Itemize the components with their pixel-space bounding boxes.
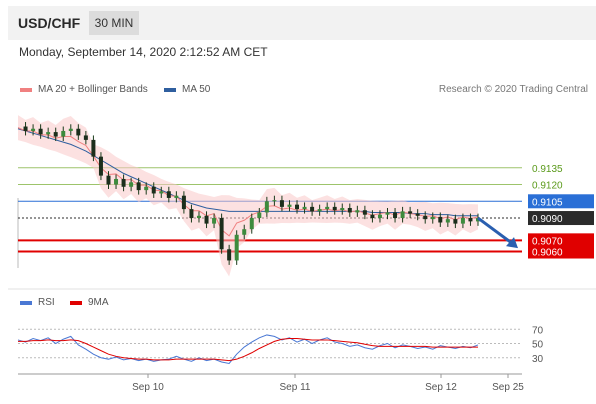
legend-9ma-label: 9MA [88,297,109,308]
candle-body [415,213,420,216]
level-label: 0.9060 [532,248,563,259]
candle-body [174,195,179,198]
candle-body [114,178,119,185]
rsi-line [17,334,479,364]
candle-body [38,128,43,135]
candle-body [31,128,36,131]
candle-body [257,212,262,219]
legend-ma20: MA 20 + Bollinger Bands [20,84,148,95]
timeframe-button[interactable]: 30 MIN [89,11,139,35]
candle-body [370,214,375,219]
level-label: 0.9070 [532,236,563,247]
level-label: 0.9135 [532,164,563,175]
candle-body [377,214,382,219]
candle-body [129,182,134,187]
candle-body [212,218,217,224]
candle-body [385,212,390,215]
candle-body [53,132,58,137]
candle-body [317,209,322,212]
candle-body [468,218,473,222]
level-tag [528,233,594,248]
candle-body [227,249,232,261]
symbol-title: USD/CHF [18,15,81,31]
x-tick-label: Sep 11 [280,382,311,393]
candle-body [121,178,126,187]
candle-body [219,218,224,250]
candle-body [106,175,111,185]
candle-body [287,204,292,207]
legend-ma50: MA 50 [164,84,210,95]
candle-body [279,200,284,207]
candle-body [430,216,435,220]
candle-body [453,219,458,224]
legend-ma20-label: MA 20 + Bollinger Bands [38,84,148,95]
rsi-level-label: 30 [532,354,544,365]
candle-body [136,182,141,191]
credit-text: Research © 2020 Trading Central [438,84,588,95]
legend-ma50-label: MA 50 [182,84,211,95]
candle-body [423,215,428,220]
candle-body [340,207,345,211]
candle-body [264,201,269,213]
candle-body [23,126,28,131]
candle-body [332,206,337,211]
level-tag [528,244,594,259]
candle-body [408,211,413,214]
level-label: 0.9090 [532,214,563,225]
candle-body [91,139,96,157]
legend-rsi-swatch [20,300,32,305]
candle-body [196,215,201,219]
level-tag [528,194,594,209]
candle-body [83,135,88,140]
candle-body [295,204,300,210]
level-label: 0.9120 [532,181,563,192]
candle-body [144,186,149,191]
rsi-level-label: 70 [532,325,544,336]
candle-body [61,130,66,137]
rsi-ma9-line [18,338,478,362]
candle-body [151,186,156,194]
forecast-arrow-head [506,237,518,249]
candle-body [159,191,164,194]
candle-body [46,132,51,135]
candle-body [181,195,186,210]
x-tick-label: Sep 25 [492,382,524,393]
candle-body [68,128,73,131]
chart-header: USD/CHF 30 MIN [8,6,596,40]
legend-ma20-swatch [20,87,32,92]
candle-body [445,219,450,223]
level-tag [528,211,594,226]
rsi-level-label: 50 [532,340,544,351]
candle-body [362,210,367,215]
legend-9ma-swatch [70,300,82,305]
candle-body [189,209,194,219]
legend-rsi-label: RSI [38,297,55,308]
candle-body [438,216,443,223]
candle-body [393,212,398,219]
level-label: 0.9105 [532,197,563,208]
candle-body [272,200,277,202]
candle-body [325,206,330,210]
candle-body [347,207,352,213]
candle-body [234,234,239,261]
candle-body [242,229,247,235]
candle-body [460,218,465,224]
legend-9ma: 9MA [70,297,109,308]
candle-body [249,218,254,230]
candle-body [76,128,81,136]
forecast-arrow-line [477,216,513,245]
candle-body [400,211,405,219]
legend-ma50-swatch [164,87,176,92]
candle-body [302,206,307,210]
candle-body [166,191,171,198]
legend-rsi: RSI [20,297,55,308]
x-tick-label: Sep 10 [132,382,164,393]
candle-body [310,206,315,212]
chart-datetime: Monday, September 14, 2020 2:12:52 AM CE… [19,45,268,59]
candle-body [204,215,209,224]
candle-body [355,210,360,213]
x-tick-label: Sep 12 [425,382,457,393]
candle-body [98,156,103,176]
